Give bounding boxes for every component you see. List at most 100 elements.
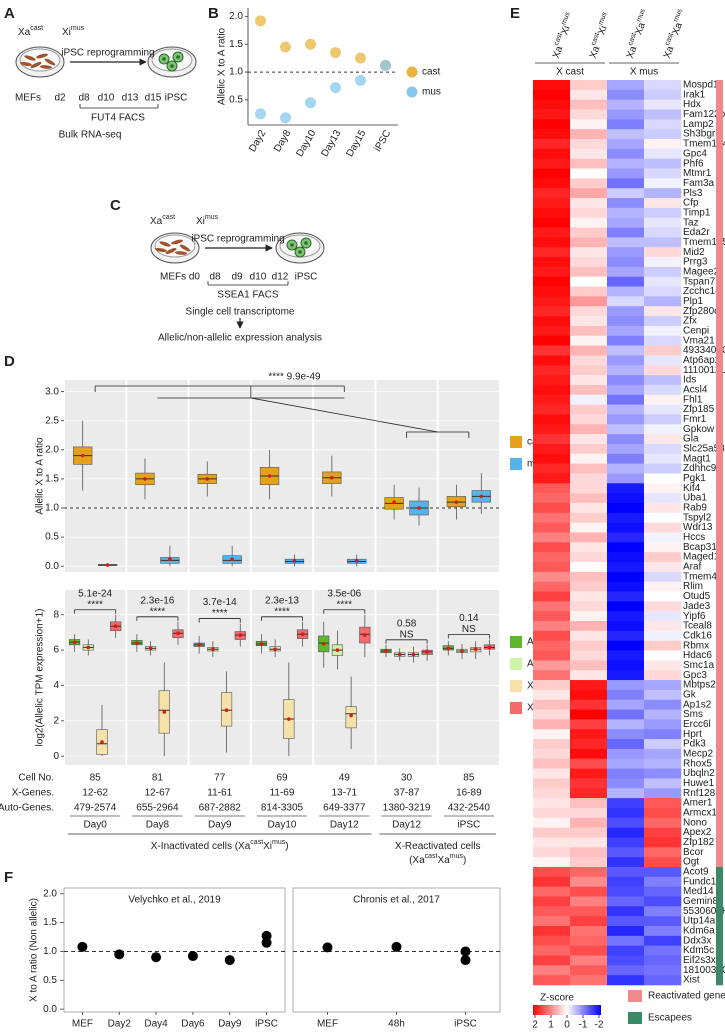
gene-label: Fmr1: [683, 414, 707, 425]
colony-core: [290, 243, 294, 247]
gene-group-flag: [716, 89, 723, 100]
p-value-label: 0.14: [459, 613, 479, 624]
column-label-part: cast: [664, 32, 675, 47]
gene-group-flag: [716, 965, 723, 976]
y-tick-label: 8: [53, 609, 59, 620]
box-mean: [330, 475, 334, 480]
heatmap-cell: [607, 217, 645, 228]
gene-label: Fam3a: [683, 178, 715, 189]
heatmap-cell: [570, 699, 608, 710]
gene-label: Tceal8: [683, 621, 712, 632]
heatmap-cell: [607, 581, 645, 592]
gene-group-flag: [716, 857, 723, 868]
x-tick-label: Day10: [294, 128, 318, 159]
heatmap-cell: [570, 424, 608, 435]
table-cell: 85: [90, 773, 102, 784]
plot-frame: [63, 887, 286, 1013]
heatmap-cell: [644, 355, 682, 366]
gene-label: Apex2: [683, 827, 712, 838]
heatmap-cell: [570, 945, 608, 956]
heatmap-cell: [607, 296, 645, 307]
gene-group-flag: [716, 483, 723, 494]
heatmap-cell: [533, 355, 571, 366]
heatmap-cell: [607, 335, 645, 346]
group-label-part: ): [463, 855, 466, 866]
gene-label: Mecp2: [683, 748, 713, 759]
heatmap-cell: [570, 611, 608, 622]
heatmap-cell: [607, 916, 645, 927]
box-mean: [411, 652, 416, 657]
heatmap-cell: [533, 876, 571, 887]
gene-group-flag: [716, 935, 723, 946]
gene-label: Fam122b: [683, 109, 725, 120]
timeline-label: MEFs: [15, 93, 41, 104]
gene-label: Otud5: [683, 591, 711, 602]
group-label-part: mus: [272, 839, 286, 846]
gene-group-flag: [716, 198, 723, 209]
sort-label: SSEA1 FACS: [217, 290, 278, 301]
heatmap-cell: [607, 365, 645, 376]
heatmap-cell: [644, 139, 682, 150]
plot-title: Velychko et al., 2019: [128, 895, 221, 906]
cell: [40, 65, 52, 69]
heatmap-cell: [533, 630, 571, 642]
gene-group-flag: [716, 827, 723, 838]
heatmap-cell: [570, 148, 608, 159]
heatmap-cell: [533, 542, 571, 553]
allele-label-part: Xi: [62, 27, 71, 38]
box-mean: [273, 647, 277, 652]
heatmap-cell: [644, 296, 682, 307]
gene-label: Zdhhc9: [683, 463, 717, 474]
gene-label: Pdk3: [683, 739, 706, 750]
gene-label: 5530601H04Rik: [683, 906, 725, 917]
heatmap-cell: [570, 414, 608, 425]
gene-label: Gk: [683, 689, 697, 700]
heatmap-cell: [570, 778, 608, 789]
timeline-label: d8: [78, 93, 90, 104]
cell: [36, 53, 48, 59]
y-tick-label: 0: [53, 751, 59, 762]
box-mean: [168, 557, 172, 561]
group-label-part: X-Reactivated cells: [395, 841, 481, 852]
heatmap-cell: [533, 709, 571, 720]
box-mean: [454, 500, 459, 504]
heatmap-cell: [644, 611, 682, 622]
heatmap-cell: [570, 227, 608, 238]
row-label: Auto-Genes.: [0, 803, 54, 814]
table-cell: 81: [152, 773, 164, 784]
cell: [30, 61, 42, 69]
gene-label: Pgk1: [683, 473, 706, 484]
heatmap-cell: [533, 148, 571, 159]
point: [355, 74, 366, 86]
column-label-part: Xa: [661, 44, 676, 60]
gene-group-flag: [716, 276, 723, 287]
heatmap-cell: [644, 247, 682, 258]
table-cell: 649-3377: [323, 803, 366, 814]
gene-group-flag: [716, 178, 723, 189]
z-tick-label: 0: [564, 1020, 570, 1031]
heatmap-cell: [607, 886, 645, 897]
heatmap-cell: [644, 630, 682, 642]
gene-label: Med14: [683, 886, 714, 897]
allele-label-part: mus: [205, 214, 219, 221]
heatmap-cell: [533, 925, 571, 937]
heatmap-cell: [570, 266, 608, 278]
facet-background: [189, 590, 250, 765]
heatmap-cell: [533, 266, 571, 278]
gene-label: Slc25a53: [683, 444, 725, 455]
gene-group-flag: [716, 345, 723, 356]
facet-background: [127, 590, 188, 765]
gene-label: Tspyl2: [683, 512, 712, 523]
heatmap-cell: [607, 139, 645, 150]
y-tick-label: 0.5: [45, 532, 59, 543]
box-mean: [162, 710, 167, 714]
heatmap-cell: [570, 896, 608, 907]
heatmap-cell: [533, 384, 571, 396]
allele-label-part: cast: [162, 214, 175, 221]
heatmap-cell: [607, 768, 645, 779]
heatmap-cell: [570, 532, 608, 543]
heatmap-cell: [607, 89, 645, 100]
gene-label: Cenpi: [683, 325, 709, 336]
gene-label: Kif4: [683, 483, 701, 494]
heatmap-cell: [607, 119, 645, 130]
